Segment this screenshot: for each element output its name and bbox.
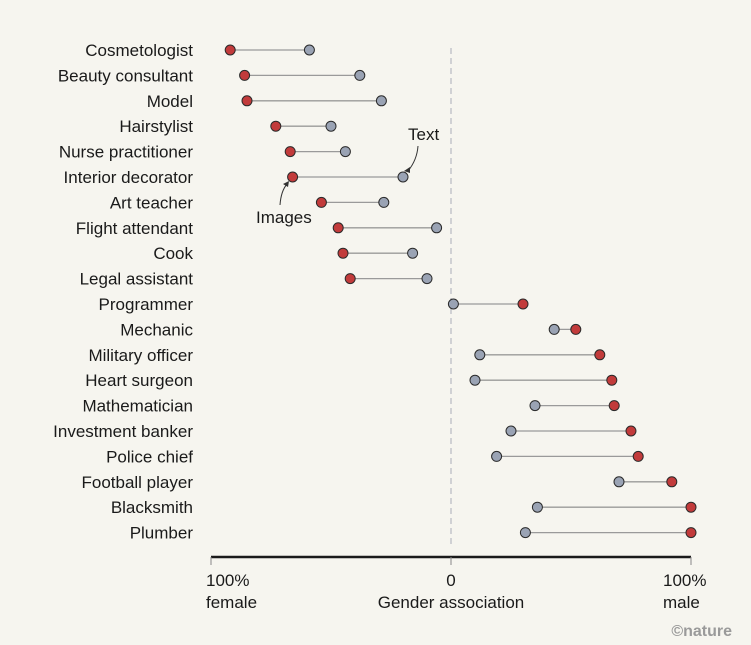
text-point xyxy=(421,273,433,285)
annotation-text-arrow xyxy=(407,145,419,172)
text-point xyxy=(613,476,625,488)
category-label: Flight attendant xyxy=(76,219,193,238)
category-label: Mechanic xyxy=(120,320,193,339)
category-label: Art teacher xyxy=(110,193,193,212)
text-point xyxy=(339,146,351,158)
text-point xyxy=(474,349,486,361)
row-plumber: Plumber xyxy=(130,524,697,543)
row-investment-banker: Investment banker xyxy=(53,422,637,441)
category-label: Cook xyxy=(153,244,193,263)
row-legal-assistant: Legal assistant xyxy=(80,270,433,289)
images-point xyxy=(606,374,618,386)
category-label: Blacksmith xyxy=(111,498,193,517)
category-label: Heart surgeon xyxy=(85,371,193,390)
category-label: Model xyxy=(147,92,193,111)
images-point xyxy=(224,44,236,56)
images-point xyxy=(241,95,253,107)
category-label: Nurse practitioner xyxy=(59,143,194,162)
text-point xyxy=(505,425,517,437)
row-flight-attendant: Flight attendant xyxy=(76,219,443,238)
row-art-teacher: Art teacher xyxy=(110,193,390,212)
images-point xyxy=(284,146,296,158)
annotation-images-label: Images xyxy=(256,208,312,227)
x-tick-sublabel: female xyxy=(206,593,257,612)
category-label: Investment banker xyxy=(53,422,193,441)
category-label: Mathematician xyxy=(82,397,193,416)
text-point xyxy=(431,222,443,234)
category-label: Legal assistant xyxy=(80,270,194,289)
row-model: Model xyxy=(147,92,387,111)
text-point xyxy=(469,374,481,386)
text-point xyxy=(519,527,531,539)
text-point xyxy=(447,298,459,310)
images-point xyxy=(270,120,282,132)
images-point xyxy=(517,298,529,310)
text-point xyxy=(491,450,503,462)
category-label: Beauty consultant xyxy=(58,66,193,85)
x-tick-label: 100% xyxy=(663,571,706,590)
text-point xyxy=(397,171,409,183)
text-point xyxy=(529,400,541,412)
text-point xyxy=(375,95,387,107)
annotation-text-arrowhead xyxy=(404,167,410,173)
x-axis-title: Gender association xyxy=(378,593,524,612)
row-beauty-consultant: Beauty consultant xyxy=(58,66,366,85)
images-point xyxy=(239,69,251,81)
text-point xyxy=(325,120,337,132)
x-tick-label: 100% xyxy=(206,571,249,590)
images-point xyxy=(332,222,344,234)
category-label: Cosmetologist xyxy=(85,41,193,60)
row-cook: Cook xyxy=(153,244,419,263)
text-point xyxy=(407,247,419,259)
images-point xyxy=(315,196,327,208)
row-programmer: Programmer xyxy=(99,295,529,314)
row-nurse-practitioner: Nurse practitioner xyxy=(59,143,351,162)
annotation-text-label: Text xyxy=(408,125,439,144)
images-point xyxy=(666,476,678,488)
images-point xyxy=(632,450,644,462)
row-interior-decorator: Interior decorator xyxy=(64,168,409,187)
text-point xyxy=(531,501,543,513)
category-label: Interior decorator xyxy=(64,168,194,187)
text-point xyxy=(378,196,390,208)
images-point xyxy=(337,247,349,259)
nature-credit: ©nature xyxy=(671,623,732,640)
row-heart-surgeon: Heart surgeon xyxy=(85,371,618,390)
row-mechanic: Mechanic xyxy=(120,320,582,339)
images-point xyxy=(594,349,606,361)
category-label: Police chief xyxy=(106,447,193,466)
text-point xyxy=(548,323,560,335)
row-blacksmith: Blacksmith xyxy=(111,498,697,517)
row-military-officer: Military officer xyxy=(88,346,606,365)
annotation-images-arrow xyxy=(279,183,288,206)
images-point xyxy=(344,273,356,285)
row-mathematician: Mathematician xyxy=(82,397,620,416)
images-point xyxy=(685,501,697,513)
annotation-images-arrowhead xyxy=(283,181,289,187)
images-point xyxy=(625,425,637,437)
x-tick-label: 0 xyxy=(446,571,455,590)
row-cosmetologist: Cosmetologist xyxy=(85,41,315,60)
text-point xyxy=(303,44,315,56)
images-point xyxy=(685,527,697,539)
images-point xyxy=(287,171,299,183)
text-point xyxy=(354,69,366,81)
images-point xyxy=(570,323,582,335)
x-tick-sublabel: male xyxy=(663,593,700,612)
category-label: Programmer xyxy=(99,295,194,314)
category-label: Military officer xyxy=(88,346,193,365)
row-police-chief: Police chief xyxy=(106,447,644,466)
row-hairstylist: Hairstylist xyxy=(119,117,337,136)
category-label: Plumber xyxy=(130,524,194,543)
images-point xyxy=(608,400,620,412)
row-football-player: Football player xyxy=(81,473,678,492)
category-label: Football player xyxy=(81,473,193,492)
category-label: Hairstylist xyxy=(119,117,193,136)
